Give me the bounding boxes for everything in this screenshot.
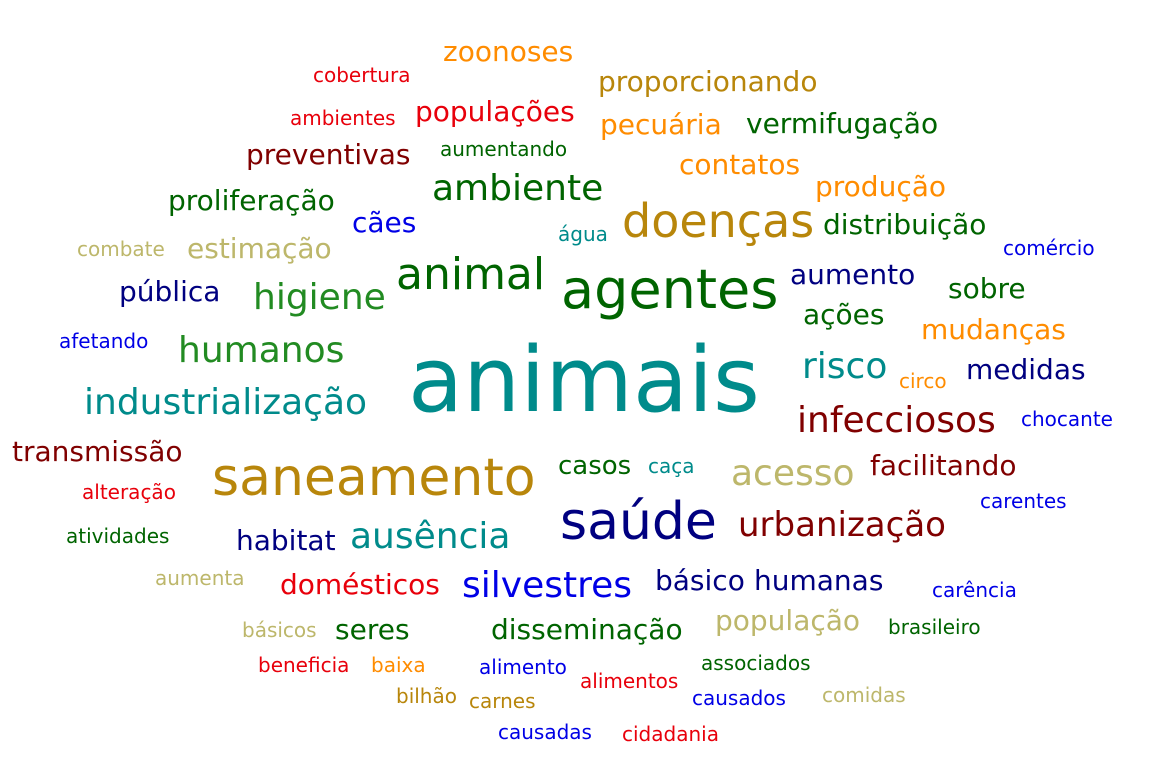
word-basicos: básicos [242, 618, 317, 642]
word-causados: causados [692, 686, 786, 710]
word-preventivas: preventivas [246, 138, 411, 171]
word-aumentando: aumentando [440, 137, 568, 161]
word-cidadania: cidadania [622, 722, 719, 746]
word-aumenta: aumenta [155, 566, 245, 590]
word-industrializacao: industrialização [84, 382, 368, 423]
word-silvestres: silvestres [462, 565, 632, 606]
word-acoes: ações [803, 298, 885, 331]
word-publica: pública [119, 275, 221, 308]
word-aumento: aumento [790, 258, 916, 291]
word-distribuicao: distribuição [823, 208, 987, 241]
word-populacoes: populações [415, 95, 575, 128]
word-ambiente: ambiente [432, 168, 604, 209]
word-comercio: comércio [1003, 236, 1095, 260]
word-producao: produção [815, 170, 947, 203]
word-circo: circo [899, 369, 947, 393]
word-ausencia: ausência [350, 516, 511, 557]
word-cobertura: cobertura [313, 63, 411, 87]
word-proliferacao: proliferação [168, 184, 335, 217]
word-saude: saúde [560, 492, 717, 552]
word-higiene: higiene [253, 277, 386, 318]
word-bilhao: bilhão [396, 684, 457, 708]
word-comidas: comidas [822, 683, 906, 707]
word-combate: combate [77, 237, 165, 261]
word-alimentos: alimentos [580, 669, 679, 693]
word-baixa: baixa [371, 653, 426, 677]
word-casos: casos [558, 451, 632, 481]
word-proporcionando: proporcionando [598, 65, 818, 98]
word-atividades: atividades [66, 524, 170, 548]
word-brasileiro: brasileiro [888, 615, 981, 639]
word-humanas: humanas [754, 564, 884, 597]
word-habitat: habitat [236, 524, 336, 557]
word-ambientes: ambientes [290, 106, 396, 130]
word-chocante: chocante [1021, 407, 1113, 431]
word-humanos: humanos [178, 330, 345, 371]
word-causadas: causadas [498, 720, 592, 744]
word-alteracao: alteração [82, 480, 176, 504]
word-agentes: agentes [561, 258, 779, 321]
word-basico: básico [655, 564, 745, 597]
word-caca: caça [648, 454, 695, 478]
word-associados: associados [701, 651, 811, 675]
word-infecciosos: infecciosos [797, 400, 996, 441]
word-carnes: carnes [469, 689, 536, 713]
word-populacao: população [715, 604, 861, 637]
word-medidas: medidas [966, 353, 1086, 386]
word-urbanizacao: urbanização [738, 505, 946, 545]
word-estimacao: estimação [187, 232, 332, 265]
word-carentes: carentes [980, 489, 1067, 513]
word-carencia: carência [932, 578, 1017, 602]
word-zoonoses: zoonoses [443, 35, 574, 68]
word-acesso: acesso [731, 453, 855, 494]
word-animais: animais [408, 328, 760, 433]
word-vermifugacao: vermifugação [746, 107, 939, 140]
word-afetando: afetando [59, 329, 149, 353]
word-agua: água [558, 222, 608, 246]
word-disseminacao: disseminação [491, 613, 683, 646]
word-facilitando: facilitando [870, 449, 1017, 482]
word-domesticos: domésticos [280, 568, 440, 601]
word-transmissao: transmissão [12, 435, 183, 468]
word-seres: seres [335, 613, 410, 646]
word-caes: cães [352, 206, 417, 239]
word-contatos: contatos [679, 148, 801, 181]
word-saneamento: saneamento [212, 448, 536, 508]
word-alimento: alimento [479, 655, 567, 679]
word-doencas: doenças [622, 194, 815, 248]
word-animal: animal [396, 249, 546, 300]
word-mudancas: mudanças [921, 313, 1066, 346]
word-risco: risco [802, 346, 888, 387]
word-pecuaria: pecuária [600, 108, 722, 141]
word-beneficia: beneficia [258, 653, 350, 677]
word-sobre: sobre [948, 272, 1026, 305]
